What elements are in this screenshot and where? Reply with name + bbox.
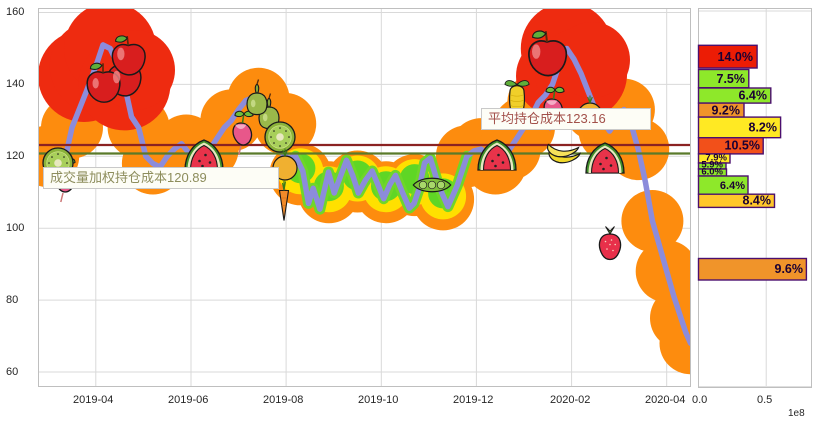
svg-text:6.0%: 6.0% <box>701 167 723 178</box>
svg-text:9.6%: 9.6% <box>775 262 804 276</box>
svg-text:9.2%: 9.2% <box>712 104 741 118</box>
svg-text:14.0%: 14.0% <box>718 50 753 64</box>
svg-text:6.4%: 6.4% <box>739 89 768 103</box>
svg-text:10.5%: 10.5% <box>725 139 760 153</box>
svg-text:8.4%: 8.4% <box>743 194 772 208</box>
svg-text:8.2%: 8.2% <box>749 121 778 135</box>
svg-text:6.4%: 6.4% <box>720 180 745 192</box>
svg-text:7.5%: 7.5% <box>717 72 746 86</box>
